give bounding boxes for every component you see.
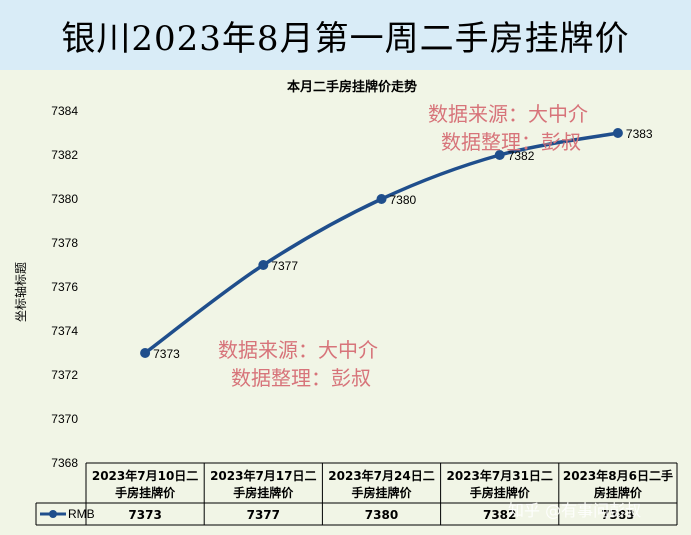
category-label-line: 手房挂牌价: [470, 485, 531, 500]
y-tick-label: 7368: [51, 456, 78, 470]
y-tick-label: 7380: [51, 192, 78, 206]
corner-watermark: 知乎 @有事问彭叔: [508, 501, 641, 520]
category-label: 2023年7月10日二手房挂牌价: [92, 468, 198, 500]
data-label: 7377: [271, 259, 298, 273]
table-cell-value: 7380: [365, 508, 398, 522]
category-label-line: 手房挂牌价: [351, 485, 412, 500]
banner: 银川2023年8月第一周二手房挂牌价: [0, 0, 691, 70]
table-cell-value: 7382: [483, 508, 516, 522]
data-label: 7382: [508, 149, 535, 163]
category-label-line: 2023年8月6日二手: [563, 468, 673, 483]
data-point: [140, 348, 151, 358]
category-label-line: 2023年7月17日二: [210, 468, 316, 483]
data-label: 7383: [626, 127, 653, 141]
watermark-source-middle: 数据来源：大中介: [218, 338, 378, 362]
series-line: [144, 131, 619, 355]
y-tick-label: 7382: [51, 148, 78, 162]
chart-title: 本月二手房挂牌价走势: [287, 79, 417, 95]
data-label: 7373: [153, 347, 180, 361]
category-label: 2023年7月31日二手房挂牌价: [446, 468, 552, 500]
data-point: [494, 150, 505, 160]
category-label-line: 手房挂牌价: [115, 485, 176, 500]
category-label-line: 2023年7月31日二: [446, 468, 552, 483]
table-cell-value: 7373: [128, 508, 161, 522]
watermark-source-top: 数据来源：大中介: [428, 102, 588, 126]
legend-marker: [49, 510, 57, 518]
y-tick-label: 7384: [51, 104, 78, 118]
category-label-line: 手房挂牌价: [233, 485, 294, 500]
category-label: 2023年7月24日二手房挂牌价: [328, 468, 434, 500]
watermark-author-middle: 数据整理：彭叔: [231, 366, 371, 390]
table-cell-value: 7377: [247, 508, 280, 522]
data-label: 7380: [390, 193, 417, 207]
banner-title: 银川2023年8月第一周二手房挂牌价: [61, 18, 630, 59]
y-tick-label: 7372: [51, 368, 78, 382]
legend-label: RMB: [68, 507, 95, 521]
y-tick-label: 7374: [51, 324, 78, 338]
data-point: [258, 260, 269, 270]
category-label-line: 2023年7月24日二: [328, 468, 434, 483]
watermark-author-top: 数据整理：彭叔: [441, 130, 581, 154]
y-tick-label: 7376: [51, 280, 78, 294]
y-tick-label: 7370: [51, 412, 78, 426]
table-cell-value: 7383: [601, 508, 634, 522]
y-tick-label: 7378: [51, 236, 78, 250]
line-chart: 本月二手房挂牌价走势 7368 7370 7372 7374 7376 7378 7380 7…: [13, 79, 678, 526]
data-point: [376, 194, 387, 204]
category-label-line: 2023年7月10日二: [92, 468, 198, 483]
category-label: 2023年7月17日二手房挂牌价: [210, 468, 316, 500]
y-axis-label: 坐标轴标题: [13, 262, 28, 322]
data-point: [612, 128, 623, 138]
category-label-line: 房挂牌价: [594, 485, 643, 500]
category-label: 2023年8月6日二手房挂牌价: [563, 468, 673, 500]
